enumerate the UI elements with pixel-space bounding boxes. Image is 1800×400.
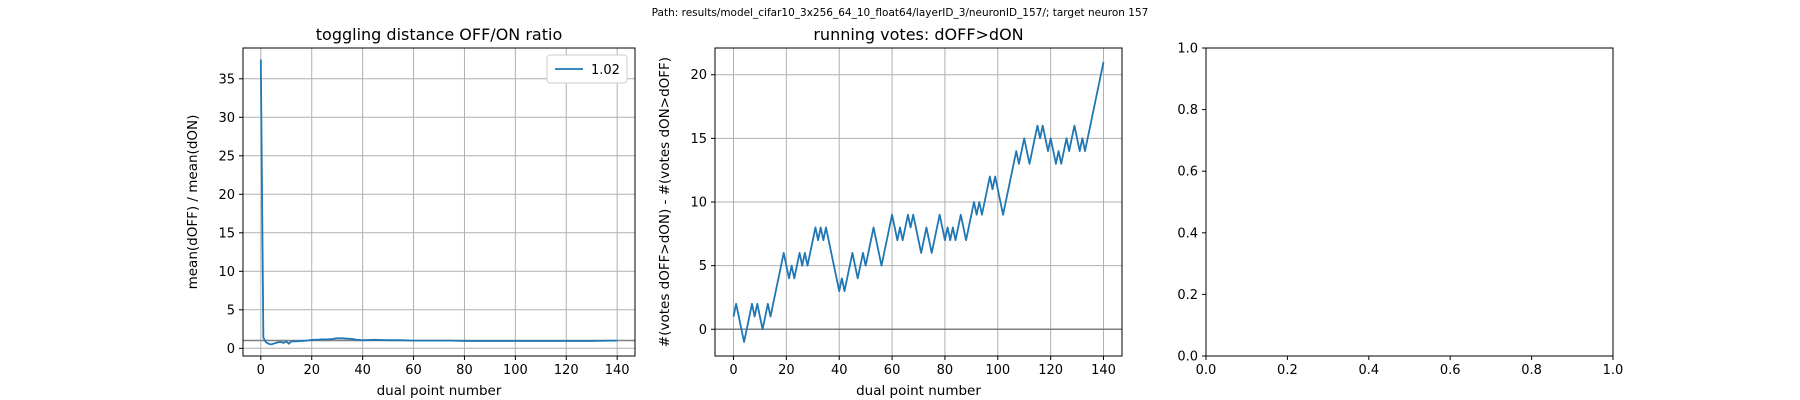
y-tick-label: 0.8 xyxy=(1177,103,1198,118)
y-tick-label: 0.4 xyxy=(1177,226,1198,241)
y-axis-label: #(votes dOFF>dON) - #(votes dON>dOFF) xyxy=(657,57,673,347)
y-tick-label: 25 xyxy=(218,149,235,164)
votes-panel: 0 20 40 60 80 100 120 140 0 5 10 15 20 running votes:… xyxy=(657,25,1123,399)
x-tick-label: 40 xyxy=(831,363,848,378)
y-tick-label: 20 xyxy=(690,68,707,83)
x-tick-label: 0 xyxy=(729,363,737,378)
x-tick-label: 20 xyxy=(778,363,795,378)
y-axis-label: mean(dOFF) / mean(dON) xyxy=(185,115,201,290)
x-tick-label: 0.0 xyxy=(1196,363,1217,378)
y-tick-label: 0 xyxy=(227,342,235,357)
y-tick-label: 35 xyxy=(218,72,235,87)
empty-panel: 0.0 0.2 0.4 0.6 0.8 1.0 0.0 0.2 0.4 0.6 0.8 1.0 xyxy=(1177,42,1623,379)
x-tick-label: 1.0 xyxy=(1603,363,1624,378)
x-tick-label: 80 xyxy=(456,363,473,378)
y-tick-label: 0.6 xyxy=(1177,165,1198,180)
series-line xyxy=(732,61,1105,343)
chart-title: running votes: dOFF>dON xyxy=(813,25,1023,44)
x-tick-label: 0 xyxy=(257,363,265,378)
y-tick-label: 30 xyxy=(218,111,235,126)
x-tick-label: 140 xyxy=(1091,363,1116,378)
y-tick-label: 0.0 xyxy=(1177,350,1198,365)
legend-label: 1.02 xyxy=(591,63,620,78)
y-tick-label: 5 xyxy=(699,259,707,274)
x-tick-label: 40 xyxy=(354,363,371,378)
x-tick-label: 100 xyxy=(985,363,1010,378)
x-tick-label: 60 xyxy=(405,363,422,378)
series-line xyxy=(259,59,618,346)
axes-frame xyxy=(1205,47,1614,357)
x-tick-label: 20 xyxy=(303,363,320,378)
y-tick-label: 5 xyxy=(227,303,235,318)
y-tick-label: 0.2 xyxy=(1177,288,1198,303)
x-tick-label: 120 xyxy=(1038,363,1063,378)
y-tick-label: 10 xyxy=(690,196,707,211)
x-tick-label: 0.8 xyxy=(1521,363,1542,378)
y-tick-label: 20 xyxy=(218,188,235,203)
x-tick-label: 0.6 xyxy=(1440,363,1461,378)
legend-box xyxy=(546,54,628,84)
figure-suptitle: Path: results/model_cifar10_3x256_64_10_… xyxy=(651,7,1149,19)
y-tick-label: 10 xyxy=(218,265,235,280)
y-tick-label: 1.0 xyxy=(1177,42,1198,57)
y-tick-label: 15 xyxy=(218,226,235,241)
x-axis-label: dual point number xyxy=(377,383,502,399)
y-tick-label: 15 xyxy=(690,132,707,147)
x-tick-label: 100 xyxy=(503,363,528,378)
x-tick-label: 140 xyxy=(605,363,630,378)
y-tick-label: 0 xyxy=(699,323,707,338)
x-tick-label: 80 xyxy=(937,363,954,378)
axes-frame xyxy=(242,47,636,357)
x-tick-label: 60 xyxy=(884,363,901,378)
x-axis-label: dual point number xyxy=(856,383,981,399)
x-tick-label: 120 xyxy=(554,363,579,378)
x-tick-label: 0.4 xyxy=(1358,363,1379,378)
ratio-panel: 0 20 40 60 80 100 120 140 0 5 10 15 20 25 30 35 toggling… xyxy=(185,25,636,399)
axes-frame xyxy=(714,47,1123,357)
x-tick-label: 0.2 xyxy=(1277,363,1298,378)
chart-title: toggling distance OFF/ON ratio xyxy=(316,25,562,44)
